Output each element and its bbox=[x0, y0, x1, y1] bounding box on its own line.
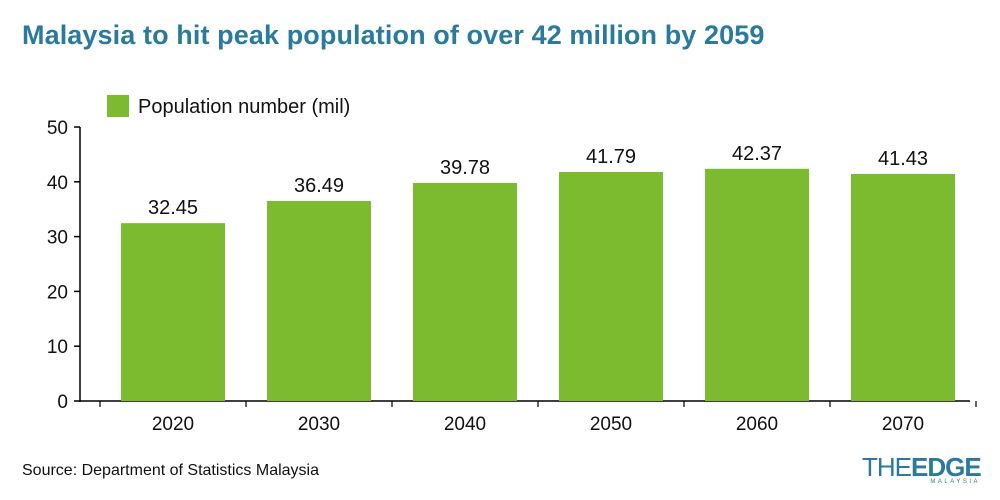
y-tick-label: 20 bbox=[47, 282, 68, 303]
legend-swatch bbox=[107, 95, 129, 117]
chart-title: Malaysia to hit peak population of over … bbox=[22, 20, 765, 50]
x-tick-label: 2030 bbox=[298, 414, 340, 435]
the-edge-logo: THEEDGE MALAYSIA bbox=[862, 454, 982, 488]
data-label: 41.79 bbox=[586, 146, 636, 168]
data-label: 32.45 bbox=[148, 197, 198, 219]
logo-edge: EDGE bbox=[911, 452, 982, 482]
y-tick-label: 10 bbox=[47, 337, 68, 358]
bar-2030 bbox=[267, 201, 371, 401]
legend-label: Population number (mil) bbox=[138, 96, 350, 118]
bar-2020 bbox=[121, 223, 225, 401]
data-label: 42.37 bbox=[732, 143, 782, 165]
data-label: 41.43 bbox=[878, 148, 928, 170]
data-label: 39.78 bbox=[440, 157, 490, 179]
y-tick-label: 0 bbox=[57, 392, 68, 413]
x-tick-label: 2050 bbox=[590, 414, 632, 435]
logo-the: THE bbox=[862, 452, 912, 482]
y-tick-label: 50 bbox=[47, 118, 68, 139]
data-label: 36.49 bbox=[294, 175, 344, 197]
bar-2040 bbox=[413, 183, 517, 401]
bar-2060 bbox=[705, 168, 809, 401]
bar-2070 bbox=[851, 173, 955, 401]
x-tick-label: 2020 bbox=[152, 414, 194, 435]
x-tick-label: 2060 bbox=[736, 414, 778, 435]
y-tick-label: 40 bbox=[47, 173, 68, 194]
logo-malaysia: MALAYSIA bbox=[930, 479, 980, 485]
bar-2050 bbox=[559, 171, 663, 401]
source-note: Source: Department of Statistics Malaysi… bbox=[22, 462, 320, 479]
x-tick-label: 2040 bbox=[444, 414, 486, 435]
y-tick-label: 30 bbox=[47, 228, 68, 249]
x-tick-label: 2070 bbox=[882, 414, 924, 435]
